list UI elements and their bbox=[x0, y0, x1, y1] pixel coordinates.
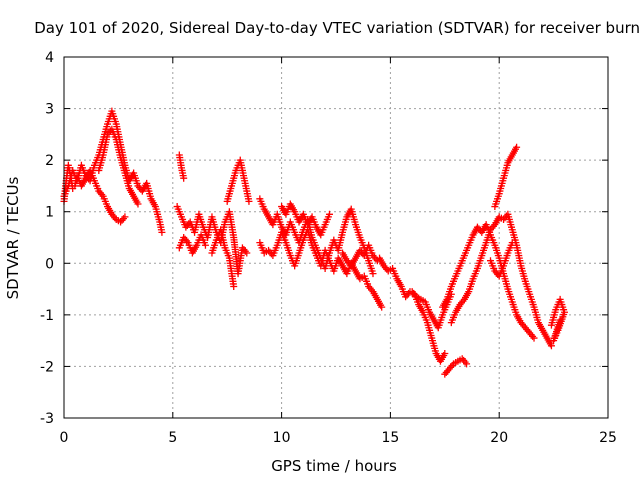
x-axis-label: GPS time / hours bbox=[271, 457, 397, 475]
y-tick-label: -2 bbox=[40, 359, 54, 375]
data-point bbox=[121, 213, 129, 221]
y-tick-label: 4 bbox=[45, 50, 54, 66]
data-point bbox=[180, 174, 188, 182]
x-tick-label: 5 bbox=[168, 430, 177, 446]
data-point bbox=[230, 282, 238, 290]
data-point bbox=[325, 210, 333, 218]
x-tick-label: 10 bbox=[273, 430, 291, 446]
y-tick-label: 3 bbox=[45, 102, 54, 118]
data-point bbox=[201, 241, 209, 249]
data-point bbox=[547, 342, 555, 350]
data-point bbox=[378, 303, 386, 311]
data-point bbox=[369, 270, 377, 278]
y-tick-label: 1 bbox=[45, 205, 54, 221]
x-tick-label: 0 bbox=[60, 430, 69, 446]
y-tick-label: -1 bbox=[40, 308, 54, 324]
data-point bbox=[441, 350, 449, 358]
grid-lines bbox=[64, 57, 608, 418]
data-point bbox=[245, 197, 253, 205]
y-tick-label: -3 bbox=[40, 411, 54, 427]
y-tick-label: 0 bbox=[45, 256, 54, 272]
data-point bbox=[556, 316, 564, 324]
data-point bbox=[243, 249, 251, 257]
data-point bbox=[530, 334, 538, 342]
x-tick-label: 20 bbox=[490, 430, 508, 446]
x-tick-label: 25 bbox=[599, 430, 617, 446]
chart-title: Day 101 of 2020, Sidereal Day-to-day VTE… bbox=[34, 19, 640, 37]
y-axis-label: SDTVAR / TECUs bbox=[4, 176, 22, 299]
data-point bbox=[513, 143, 521, 151]
data-point bbox=[463, 360, 471, 368]
data-point bbox=[158, 228, 166, 236]
axis-ticks: 0 5 10 15 20 25 -3 -2 -1 0 1 2 3 4 bbox=[40, 50, 617, 446]
data-points bbox=[60, 107, 568, 378]
data-point bbox=[508, 239, 516, 247]
data-point bbox=[134, 200, 142, 208]
y-tick-label: 2 bbox=[45, 153, 54, 169]
x-tick-label: 15 bbox=[381, 430, 399, 446]
plot-frame bbox=[63, 56, 609, 419]
